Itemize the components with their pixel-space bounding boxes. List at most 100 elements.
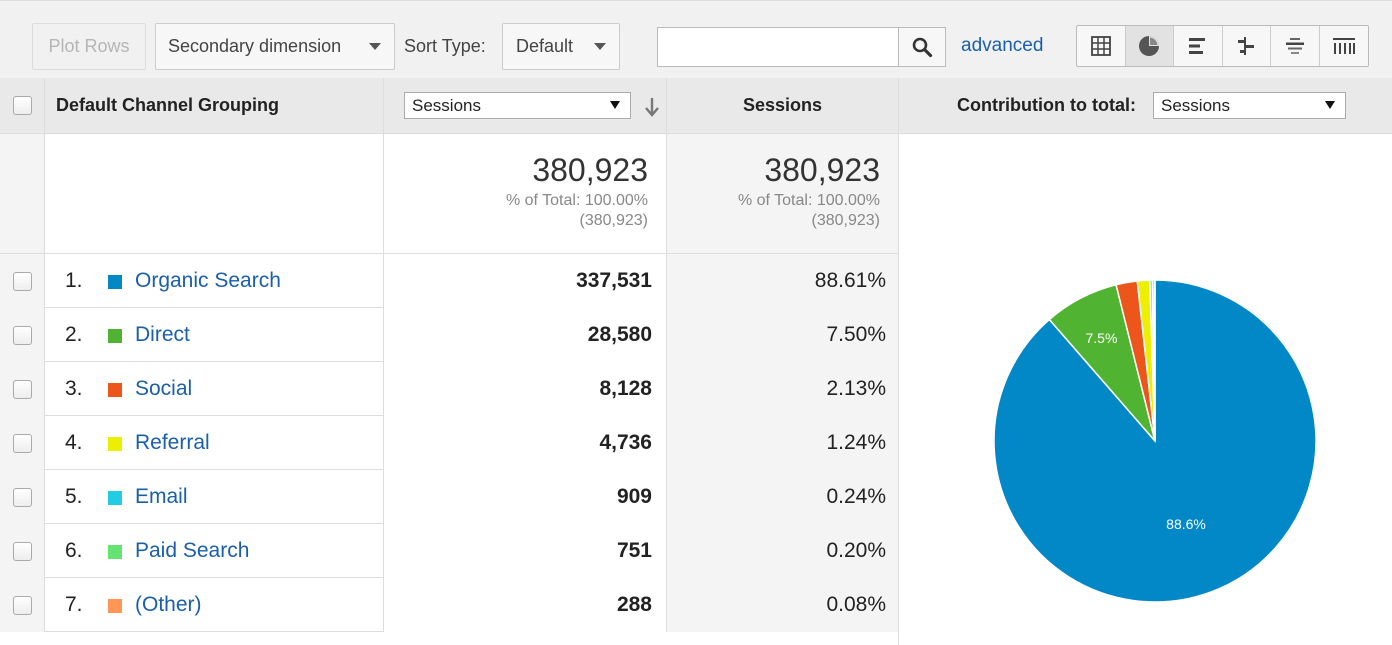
sessions-percent-value: 0.20% [826, 539, 886, 562]
contribution-select[interactable]: Sessions [1153, 92, 1346, 119]
sort-type-value: Default [516, 36, 574, 56]
total-sessions-percent: % of Total: 100.00% [505, 192, 648, 209]
table-row: 7. (Other) 288 0.08% [0, 578, 899, 632]
pivot-icon [1332, 38, 1355, 54]
sessions-value: 28,580 [587, 323, 652, 346]
row-checkbox[interactable] [12, 433, 32, 453]
secondary-dimension-dropdown[interactable]: Secondary dimension [155, 23, 395, 70]
series-color-swatch [108, 275, 122, 289]
channel-link[interactable]: Organic Search [135, 269, 281, 292]
total-sessions-secondary-caption: % of Total: 100.00% (380,923) [738, 191, 880, 231]
series-color-swatch [108, 599, 122, 613]
sessions-value: 751 [616, 539, 652, 562]
row-checkbox[interactable] [12, 379, 32, 399]
channel-cell: 3. Social [45, 362, 384, 416]
sessions-percent-value: 7.50% [826, 323, 886, 346]
table-row: 2. Direct 28,580 7.50% [0, 308, 899, 362]
contribution-select-value: Sessions [1161, 95, 1230, 115]
row-index: 5. [65, 485, 83, 508]
sessions-cell: 288 [384, 578, 667, 632]
channel-link[interactable]: Email [135, 485, 188, 508]
total-sessions-absolute: (380,923) [579, 212, 649, 229]
row-checkbox[interactable] [12, 325, 32, 345]
table-icon [1090, 36, 1111, 56]
select-all-cell [0, 78, 45, 134]
channel-link[interactable]: Referral [135, 431, 210, 454]
series-color-swatch [108, 545, 122, 559]
sessions-percent-cell: 0.20% [667, 524, 899, 578]
sessions-percent-value: 0.24% [826, 485, 886, 508]
channel-cell: 4. Referral [45, 416, 384, 470]
chevron-down-icon [594, 43, 606, 50]
channel-link[interactable]: Direct [135, 323, 190, 346]
total-sessions-value: 380,923 [532, 152, 648, 188]
totals-primary-cell: 380,923 % of Total: 100.00% (380,923) [384, 134, 667, 254]
sessions-percent-value: 0.08% [826, 593, 886, 616]
report-toolbar: Plot Rows Secondary dimension Sort Type:… [0, 0, 1392, 78]
channel-link[interactable]: Social [135, 377, 193, 400]
sessions-value: 4,736 [599, 431, 652, 454]
totals-checkbox-cell [0, 134, 45, 254]
totals-secondary-cell: 380,923 % of Total: 100.00% (380,923) [667, 134, 899, 254]
contribution-header: Contribution to total: Sessions [899, 78, 1392, 134]
contribution-pie-chart: 88.6% 7.5% [993, 279, 1317, 603]
bar-view-button[interactable] [1174, 26, 1223, 66]
table-row: 6. Paid Search 751 0.20% [0, 524, 899, 578]
sessions-header-label: Sessions [742, 95, 823, 115]
select-all-checkbox[interactable] [12, 96, 32, 115]
sort-type-dropdown[interactable]: Default [502, 23, 620, 70]
row-checkbox[interactable] [12, 487, 32, 507]
channel-link[interactable]: Paid Search [135, 539, 250, 562]
metric-select-value: Sessions [412, 95, 481, 115]
pie-slice[interactable] [1153, 279, 1156, 442]
row-index: 6. [65, 539, 83, 562]
row-checkbox-cell [0, 308, 45, 362]
pie-icon [1139, 36, 1160, 56]
advanced-filter-link[interactable]: advanced [961, 35, 1044, 56]
channel-cell: 7. (Other) [45, 578, 384, 632]
row-checkbox-cell [0, 524, 45, 578]
chevron-down-icon [369, 43, 381, 50]
channel-cell: 5. Email [45, 470, 384, 524]
comparison-view-button[interactable] [1223, 26, 1271, 66]
row-checkbox[interactable] [12, 595, 32, 615]
row-checkbox[interactable] [12, 271, 32, 291]
bar-icon [1188, 38, 1205, 54]
row-checkbox-cell [0, 470, 45, 524]
search-button[interactable] [898, 27, 946, 67]
search-input[interactable] [657, 27, 899, 67]
metric-header: Sessions [384, 78, 667, 134]
sessions-cell: 4,736 [384, 416, 667, 470]
sessions-cell: 909 [384, 470, 667, 524]
pivot-view-button[interactable] [1320, 26, 1369, 66]
series-color-swatch [108, 383, 122, 397]
metric-select[interactable]: Sessions [404, 92, 631, 119]
channel-link[interactable]: (Other) [135, 593, 202, 616]
table-row: 5. Email 909 0.24% [0, 470, 899, 524]
row-index: 2. [65, 323, 83, 346]
pie-view-button[interactable] [1125, 26, 1174, 66]
total-sessions-secondary-absolute: (380,923) [811, 212, 881, 229]
sessions-percent-cell: 0.24% [667, 470, 899, 524]
term-cloud-view-button[interactable] [1271, 26, 1320, 66]
row-checkbox[interactable] [12, 541, 32, 561]
pie-data-label: 88.6% [1166, 516, 1206, 532]
comparison-icon [1238, 37, 1255, 55]
sort-descending-icon[interactable] [644, 96, 660, 118]
row-checkbox-cell [0, 362, 45, 416]
series-color-swatch [108, 329, 122, 343]
sessions-cell: 751 [384, 524, 667, 578]
plot-rows-button[interactable]: Plot Rows [32, 23, 146, 70]
sessions-value: 337,531 [576, 269, 652, 292]
table-view-button[interactable] [1077, 26, 1126, 66]
dropdown-arrow-icon [1325, 101, 1335, 109]
search-icon [912, 37, 933, 58]
row-checkbox-cell [0, 254, 45, 308]
pie-data-label: 7.5% [1086, 330, 1118, 346]
dimension-header[interactable]: Default Channel Grouping [45, 78, 384, 134]
row-index: 4. [65, 431, 83, 454]
sessions-percent-header: Sessions [667, 78, 899, 134]
total-sessions-secondary-value: 380,923 [764, 152, 880, 188]
sessions-percent-cell: 7.50% [667, 308, 899, 362]
sessions-value: 288 [616, 593, 652, 616]
